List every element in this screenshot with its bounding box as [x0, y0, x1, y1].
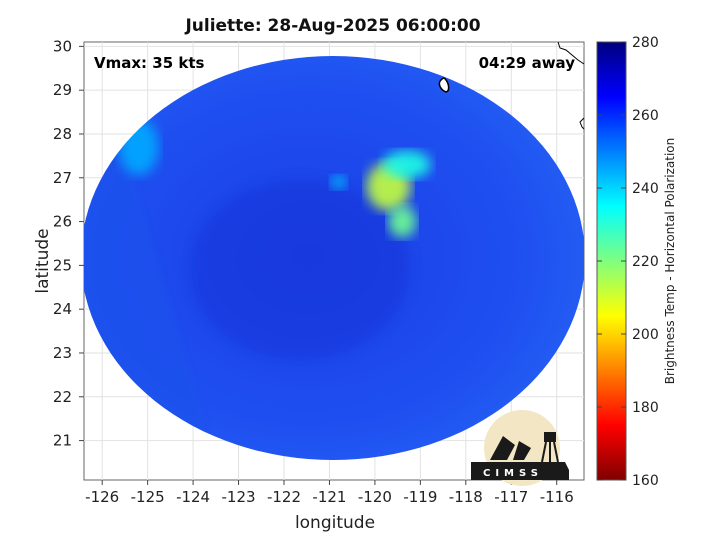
logo-tower-tank: [544, 432, 556, 442]
x-tick-label: -117: [494, 488, 528, 506]
vmax-annotation: Vmax: 35 kts: [94, 54, 204, 72]
colorbar-tick-label: 160: [632, 473, 659, 489]
y-tick-label: 21: [53, 432, 72, 450]
y-tick-label: 23: [53, 344, 72, 362]
x-tick-label: -118: [449, 488, 483, 506]
x-tick-label: -120: [358, 488, 392, 506]
y-tick-label: 26: [53, 213, 72, 231]
cold-feature: [330, 175, 347, 190]
colorbar-ticks: 280 260 240 220 200 180 160: [597, 35, 659, 489]
x-ticks: -126 -125 -124 -123 -122 -121 -120 -119 -118 -117…: [85, 480, 574, 506]
y-tick-label: 29: [53, 81, 72, 99]
colorbar-tick-label: 220: [632, 254, 659, 270]
chart-title: Juliette: 28-Aug-2025 06:00:00: [184, 16, 480, 36]
island-outline: [438, 77, 450, 93]
colorbar-label: Brightness Temp - Horizontal Polarizatio…: [663, 138, 677, 385]
x-tick-label: -122: [267, 488, 301, 506]
coastline-right: [579, 117, 585, 130]
cold-feature: [388, 205, 417, 238]
y-tick-label: 28: [53, 125, 72, 143]
cold-feature: [382, 150, 431, 179]
x-tick-label: -121: [312, 488, 346, 506]
y-tick-label: 30: [53, 37, 72, 55]
logo-dish-left: [490, 436, 515, 460]
y-tick-label: 24: [53, 300, 72, 318]
logo-tower-legs: [541, 441, 559, 463]
storm-center: [190, 180, 410, 360]
cimss-logo: CIMSS: [471, 410, 569, 486]
swath-layer: [84, 56, 584, 460]
colorbar-tick-label: 180: [632, 400, 659, 416]
time-away-annotation: 04:29 away: [479, 54, 576, 72]
x-tick-label: -126: [85, 488, 119, 506]
x-tick-label: -119: [403, 488, 437, 506]
logo-banner: [471, 462, 569, 480]
logo-text: CIMSS: [483, 468, 543, 479]
y-tick-label: 25: [53, 256, 72, 274]
x-tick-label: -124: [176, 488, 210, 506]
y-axis-label: latitude: [33, 228, 53, 293]
x-tick-label: -125: [131, 488, 165, 506]
coastline-top: [557, 41, 585, 65]
colorbar-tick-label: 280: [632, 35, 659, 51]
y-ticks: 30 29 28 27 26 25 24 23 22 21: [53, 37, 84, 450]
logo-dish-right: [513, 441, 531, 460]
x-tick-label: -116: [540, 488, 574, 506]
y-tick-label: 22: [53, 388, 72, 406]
y-tick-label: 27: [53, 169, 72, 187]
colorbar-tick-label: 260: [632, 108, 659, 124]
colorbar-tick-label: 200: [632, 327, 659, 343]
colorbar-tick-label: 240: [632, 181, 659, 197]
x-axis-label: longitude: [295, 513, 375, 533]
x-tick-label: -123: [222, 488, 256, 506]
